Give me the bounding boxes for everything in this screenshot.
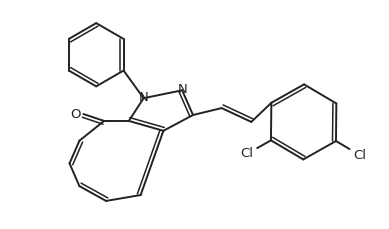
Text: O: O bbox=[70, 107, 81, 120]
Text: N: N bbox=[177, 83, 187, 96]
Text: N: N bbox=[139, 91, 149, 104]
Text: Cl: Cl bbox=[353, 149, 366, 162]
Text: Cl: Cl bbox=[240, 147, 253, 161]
